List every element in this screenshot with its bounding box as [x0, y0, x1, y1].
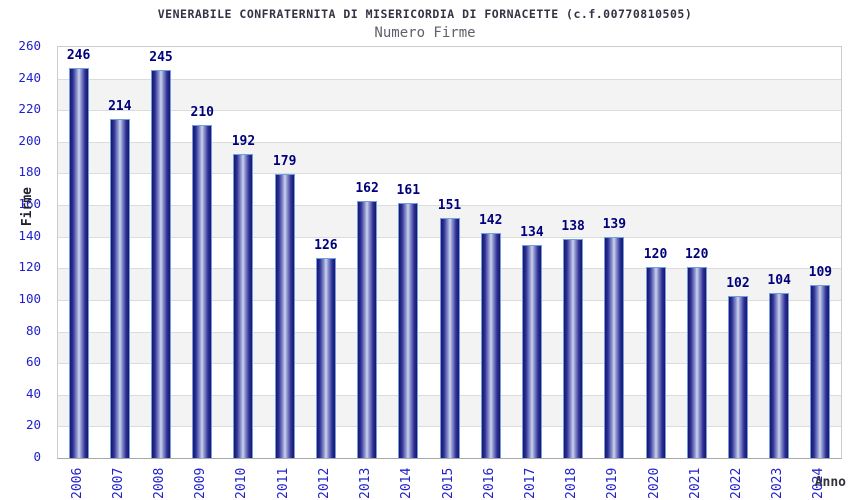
bar-2021 [686, 267, 707, 458]
y-tick-label: 100 [18, 290, 41, 306]
y-tick-label: 40 [25, 385, 41, 401]
y-tick-label: 0 [33, 449, 41, 464]
x-tick-label: 2013 [358, 467, 374, 499]
gridline [58, 173, 841, 175]
bar-value-label: 104 [767, 272, 791, 288]
bar-value-label: 179 [272, 154, 297, 170]
y-tick-label: 180 [18, 164, 41, 180]
bar-value-label: 142 [478, 212, 503, 228]
bar-2017 [521, 245, 542, 458]
bar-value-label: 246 [66, 48, 91, 64]
bar-2020 [645, 267, 666, 458]
bar-2015 [439, 218, 460, 458]
bar-value-label: 151 [437, 198, 462, 214]
bar-2006 [68, 68, 89, 458]
y-tick-label: 60 [25, 354, 41, 370]
background-band [58, 141, 841, 174]
x-tick-label: 2014 [399, 467, 415, 499]
y-tick-label: 20 [25, 417, 41, 433]
y-tick-label: 120 [18, 259, 41, 275]
bar-2007 [109, 118, 130, 458]
background-band [58, 78, 841, 111]
x-tick-label: 2007 [110, 467, 126, 499]
x-tick-label: 2018 [564, 467, 580, 499]
bar-value-label: 161 [396, 182, 421, 198]
bar-value-label: 210 [190, 105, 214, 121]
x-tick-label: 2022 [728, 467, 744, 499]
bar-2018 [563, 238, 584, 458]
x-tick-label: 2021 [687, 467, 703, 499]
bar-2009 [192, 125, 213, 458]
bar-2019 [604, 237, 625, 458]
x-tick-label: 2020 [646, 467, 662, 499]
plot-area: 246 214 245 210 192 179 126 162 161 151 142 134 138 1… [57, 46, 842, 459]
bar-value-label: 214 [108, 98, 132, 114]
y-tick-label: 140 [18, 227, 41, 243]
background-band [58, 47, 841, 79]
gridline [58, 205, 841, 207]
x-axis-tick-labels: 2006 2007 2008 2009 2010 2011 2012 2013 2014 2015… [57, 461, 840, 500]
bar-2022 [727, 295, 748, 458]
x-tick-label: 2006 [69, 467, 85, 499]
bar-value-label: 245 [149, 49, 173, 65]
x-axis-title: Anno [814, 475, 846, 490]
x-tick-label: 2009 [193, 467, 209, 499]
x-tick-label: 2016 [481, 467, 497, 499]
bar-value-label: 109 [808, 264, 833, 280]
bar-2010 [233, 153, 254, 458]
background-band [58, 110, 841, 142]
chart-subtitle: Numero Firme [374, 25, 476, 41]
y-axis-tick-labels: 260 240 220 200 180 160 140 120 100 80 60 40 20 0 [0, 39, 49, 464]
gridline [58, 141, 841, 143]
bar-value-label: 192 [231, 133, 256, 149]
bar-value-label: 120 [685, 247, 709, 263]
bar-value-label: 102 [726, 275, 750, 291]
x-tick-label: 2017 [522, 467, 538, 499]
bar-value-label: 126 [314, 237, 338, 253]
y-tick-label: 80 [25, 322, 41, 338]
x-tick-label: 2012 [316, 467, 332, 499]
x-tick-label: 2011 [275, 467, 291, 499]
bar-2014 [398, 202, 419, 458]
bar-2023 [769, 292, 790, 458]
bar-2008 [151, 69, 172, 458]
bar-value-label: 120 [643, 247, 668, 263]
bar-2024 [810, 284, 831, 458]
gridline [58, 110, 841, 112]
bar-value-label: 138 [561, 218, 585, 234]
y-tick-label: 240 [18, 69, 41, 85]
x-tick-label: 2015 [440, 467, 456, 499]
x-tick-label: 2008 [152, 467, 168, 499]
y-tick-label: 200 [18, 132, 41, 148]
x-tick-label: 2010 [234, 467, 250, 499]
gridline [58, 78, 841, 80]
chart-title: VENERABILE CONFRATERNITA DI MISERICORDIA… [157, 7, 693, 21]
bar-2016 [480, 232, 501, 458]
y-tick-label: 160 [18, 196, 41, 212]
background-band [58, 173, 841, 206]
x-tick-label: 2023 [770, 467, 786, 499]
bar-value-label: 139 [602, 217, 627, 233]
y-axis-title: Firme [20, 187, 35, 227]
y-tick-label: 220 [18, 101, 41, 117]
bar-2012 [315, 257, 336, 458]
bar-value-label: 162 [355, 180, 379, 196]
bar-value-label: 134 [520, 225, 544, 241]
bar-2011 [274, 174, 295, 458]
y-tick-label: 260 [18, 38, 41, 53]
x-tick-label: 2019 [605, 467, 621, 499]
bar-2013 [357, 200, 378, 458]
